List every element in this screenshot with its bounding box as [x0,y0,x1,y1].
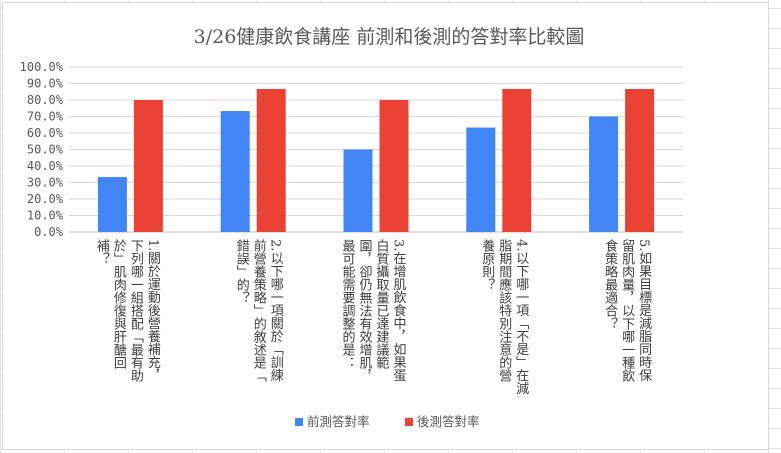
bar-pre [220,111,250,232]
y-tick-label: 50.0% [27,143,64,157]
gridlines [69,66,683,233]
bar-chart: 3/26健康飲食講座 前測和後測的答對率比較圖 0.0% 10.0% 20.0% 30… [20,26,683,429]
x-category-label: 2.以下哪一項關於「訓練 [268,239,284,382]
bar-pre [97,177,127,232]
legend: 前測答對率 後測答對率 [295,414,480,429]
bar-pre [343,149,373,232]
y-tick-label: 30.0% [27,176,64,190]
y-tick-label: 10.0% [27,209,64,223]
chart-title: 3/26健康飲食講座 前測和後測的答對率比較圖 [194,26,585,48]
x-category-label: 1.關於運動後營養補充， [145,239,161,381]
y-tick-label: 80.0% [27,93,64,107]
x-category-label: 錯誤」的？ [234,239,250,304]
bar-post [502,88,532,232]
x-category-label: 4.以下哪一項「不是」在減 [513,239,529,396]
y-tick-label: 60.0% [27,126,64,140]
y-tick-label: 0.0% [34,225,64,239]
x-category-label: 食策略最適合？ [602,238,618,330]
x-category-label: 前營養策略」的敘述是「 [251,238,267,383]
y-tick-label: 100.0% [20,60,64,74]
x-category-label: 白質攝取量已達建議範 [374,238,390,369]
chart-container[interactable]: 3/26健康飲食講座 前測和後測的答對率比較圖 0.0% 10.0% 20.0% 30… [2,2,769,450]
bar-post [133,100,163,232]
y-tick-label: 20.0% [27,192,64,206]
legend-label: 前測答對率 [307,414,370,429]
x-category-label: 最可能需要調整的是： [340,239,356,369]
bar-post [625,88,655,232]
y-tick-label: 40.0% [27,159,64,173]
x-category-label: 下列哪一組搭配「最有助 [128,239,144,383]
x-category-label: 補？ [94,239,110,265]
x-category-label: 圍，卻仍無法有效增肌， [357,239,373,382]
y-axis: 0.0% 10.0% 20.0% 30.0% 40.0% 50.0% 60.0% 70.0% 8… [20,60,64,239]
bar-pre [589,116,619,232]
y-tick-label: 70.0% [27,110,64,124]
bar-pre [466,127,496,232]
legend-swatch [405,418,413,426]
legend-label: 後測答對率 [417,414,480,429]
bar-post [379,100,409,232]
y-tick-label: 90.0% [27,77,64,91]
x-category-label: 於」肌肉修復與肝醣回 [111,238,127,369]
bars [97,88,655,232]
x-category-label: 5.如果目標是減脂同時保 [636,239,652,382]
x-category-label: 留肌肉量，以下哪一種飲 [619,239,635,382]
x-category-label: 養原則？ [479,238,495,291]
x-category-label: 脂期間應該特別注意的營 [496,239,512,383]
x-category-label: 3.在增肌飲食中，如果蛋 [391,239,407,383]
bar-post [256,88,286,232]
legend-swatch [295,418,303,426]
